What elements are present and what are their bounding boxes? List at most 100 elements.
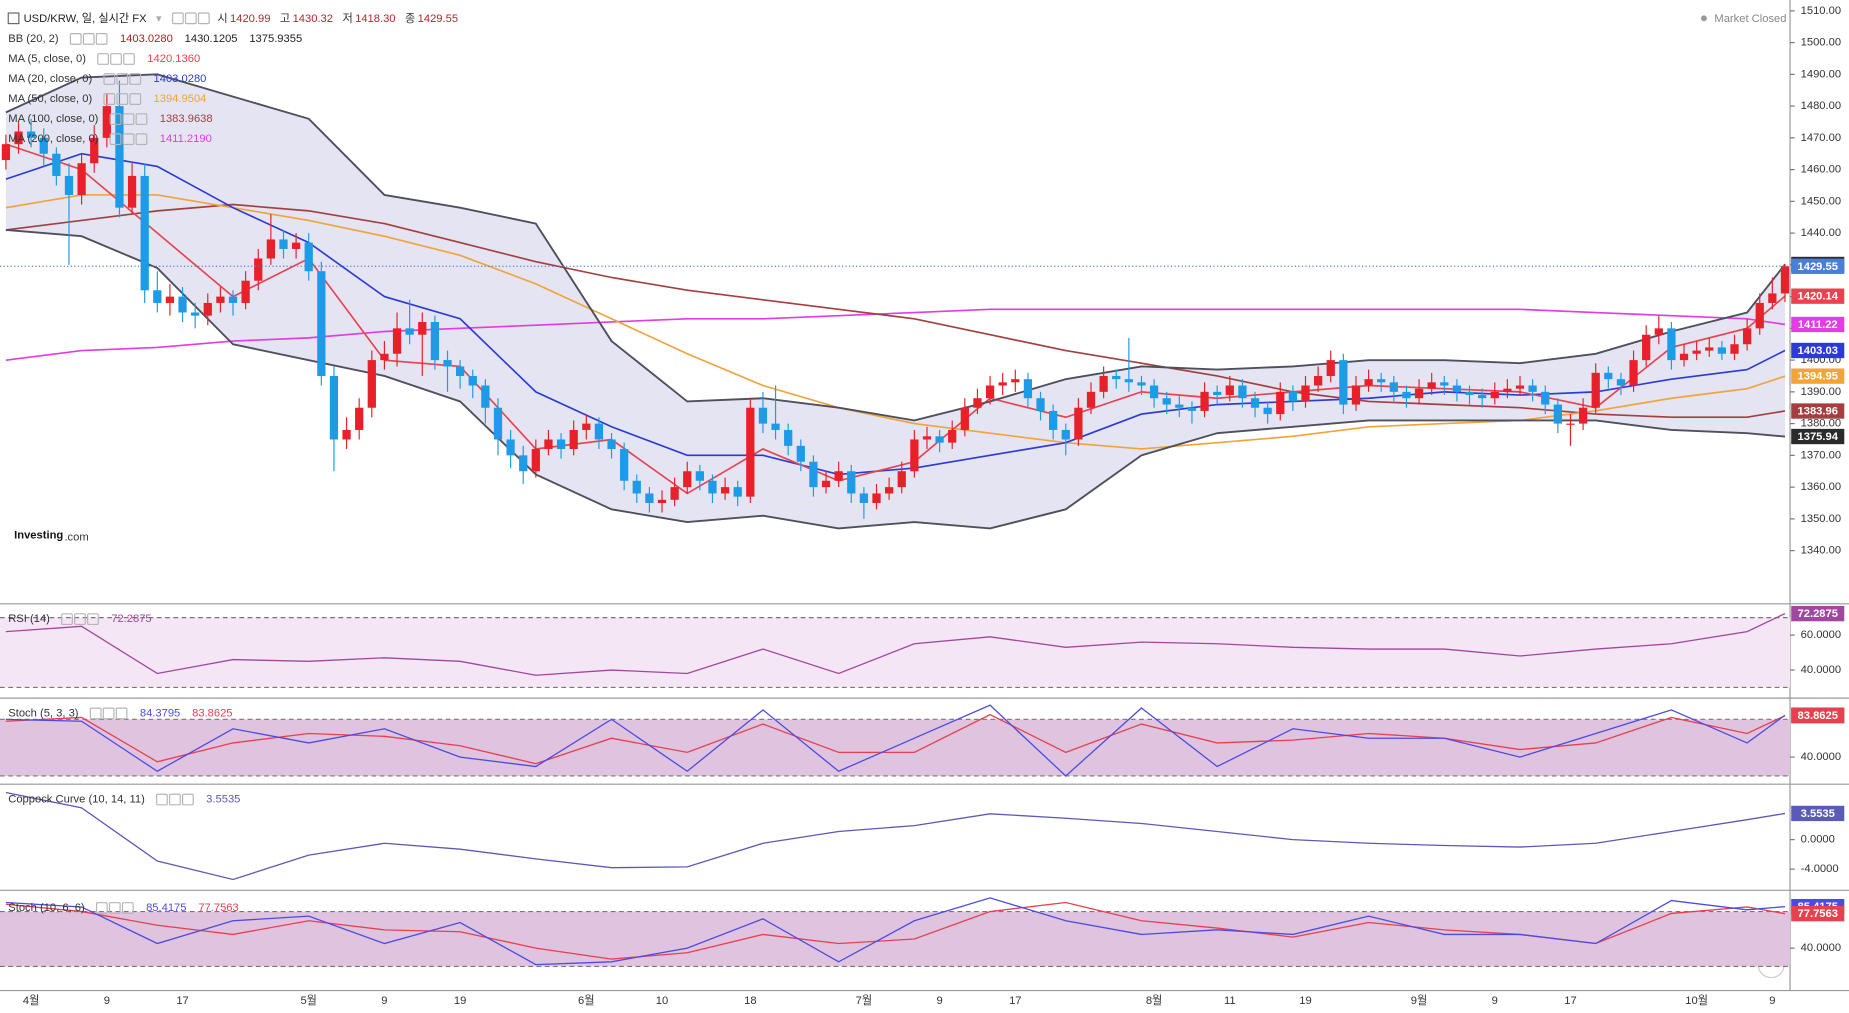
candle-body — [1, 144, 11, 161]
value-badge — [1791, 368, 1845, 384]
candle-body — [1074, 407, 1083, 440]
legend-icon — [87, 613, 99, 626]
candle-body — [1478, 395, 1487, 399]
candle-body — [216, 296, 225, 303]
candle-body — [241, 280, 250, 303]
candle-body — [329, 375, 339, 440]
candle-body — [1061, 429, 1070, 440]
candle-body — [645, 493, 654, 503]
legend-name: Stoch (10, 6, 6) — [8, 902, 85, 914]
level-band — [0, 617, 1791, 688]
candle-body — [39, 137, 48, 154]
candle-body — [291, 242, 301, 249]
candle-body — [64, 175, 74, 195]
y-tick-label: 1400.00 — [1801, 354, 1841, 366]
value-badge-label: 3.5535 — [1801, 808, 1835, 820]
logo: Investing — [14, 529, 63, 541]
legend-value: 1403.0280 — [120, 33, 173, 45]
legend-icon — [102, 707, 115, 720]
value-badge-label: 77.7563 — [1798, 908, 1838, 920]
legend-icon — [116, 73, 129, 85]
ohlc-value: 1430.32 — [293, 13, 333, 25]
candle-body — [317, 271, 326, 376]
legend-name: RSI (14) — [8, 613, 50, 625]
candle-body — [670, 487, 679, 500]
candle-body — [165, 296, 175, 303]
value-badge — [1791, 428, 1845, 445]
candle-body — [52, 153, 61, 176]
y-tick-label: 1380.00 — [1801, 418, 1841, 430]
candle-body — [140, 175, 149, 291]
status-dot — [1701, 15, 1707, 22]
x-tick-label: 19 — [1299, 995, 1311, 1007]
x-tick-label: 9 — [104, 995, 110, 1007]
legend-value: 3.5535 — [206, 793, 240, 805]
ohlc-label: 고 — [280, 13, 290, 25]
legend-icon — [82, 33, 95, 45]
legend-icon — [169, 793, 181, 806]
candle-body — [266, 239, 275, 259]
candle-body — [1124, 379, 1133, 383]
candle-body — [1578, 407, 1588, 424]
candle-body — [1692, 350, 1701, 354]
legend-icon — [103, 93, 116, 105]
candle-body — [582, 423, 591, 430]
candle-body — [493, 407, 503, 440]
candle-body — [796, 445, 805, 462]
candle-body — [569, 429, 578, 450]
collapse-icon[interactable] — [7, 12, 20, 25]
candle-body — [720, 487, 730, 494]
candle-body — [27, 131, 36, 138]
legend-name: MA (50, close, 0) — [8, 93, 92, 105]
x-tick-label: 5월 — [300, 994, 317, 1007]
candle-body — [1213, 391, 1222, 396]
y-tick-label: 1470.00 — [1801, 132, 1841, 144]
legend-value: 1383.9638 — [160, 113, 213, 125]
y-tick-label: 60.0000 — [1801, 629, 1841, 641]
candle-body — [153, 290, 162, 303]
legend-value: 85.4175 — [146, 902, 186, 914]
candle-body — [1629, 360, 1638, 386]
candle-body — [367, 360, 376, 408]
candle-body — [847, 471, 856, 494]
candle-body — [872, 493, 881, 503]
candle-body — [897, 471, 906, 488]
candle-body — [1705, 347, 1714, 351]
legend-icon — [97, 53, 109, 65]
candle-body — [884, 487, 894, 494]
x-tick-label: 8월 — [1146, 994, 1163, 1007]
candle-body — [1137, 382, 1146, 386]
legend-value: 1403.0280 — [154, 73, 207, 85]
legend-icon — [103, 73, 116, 85]
legend-value: 83.8625 — [192, 707, 232, 719]
candle-body — [809, 461, 818, 488]
candle-body — [279, 239, 288, 249]
dropdown-caret: ▾ — [156, 13, 162, 25]
candle-body — [948, 429, 957, 443]
y-tick-label: 1390.00 — [1801, 386, 1841, 398]
candle-body — [1490, 391, 1499, 399]
candle-body — [456, 366, 465, 376]
legend-icon — [95, 33, 108, 45]
x-tick-label: 6월 — [578, 994, 595, 1007]
y-tick-label: 1510.00 — [1801, 5, 1841, 17]
y-tick-label: 1440.00 — [1801, 227, 1841, 239]
chart-title: USD/KRW, 일, 실시간 FX — [24, 11, 148, 25]
y-tick-label: 1360.00 — [1801, 481, 1841, 493]
bollinger-fill — [5, 74, 1785, 529]
y-tick-label: 40.0000 — [1801, 942, 1841, 954]
value-badge-label: 1383.96 — [1798, 406, 1838, 418]
legend-value: 1375.9355 — [249, 33, 302, 45]
value-badge — [1791, 316, 1845, 333]
candle-body — [1654, 328, 1663, 335]
candle-body — [859, 493, 869, 503]
candle-body — [1566, 423, 1575, 425]
candle-body — [708, 480, 717, 494]
candle-body — [1730, 344, 1739, 354]
legend-value: 1394.9504 — [154, 93, 207, 105]
legend-icon — [110, 53, 122, 65]
candle-body — [392, 328, 402, 354]
y-tick-label: 1340.00 — [1801, 545, 1841, 557]
candle-body — [14, 131, 23, 145]
legend-icon — [123, 53, 135, 65]
